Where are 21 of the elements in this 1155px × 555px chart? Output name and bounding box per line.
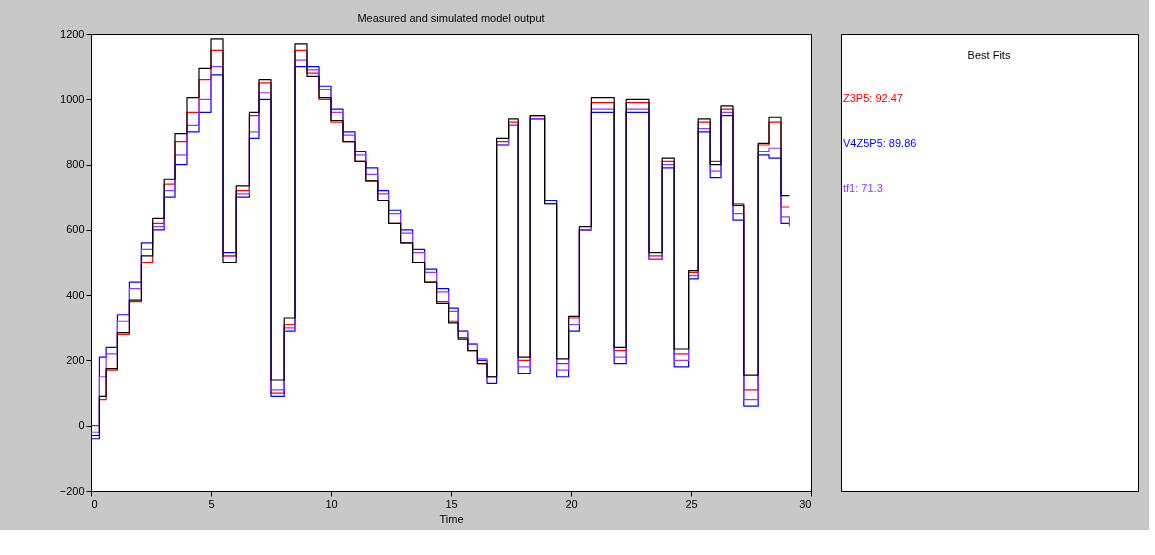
legend-title: Best Fits (967, 49, 1011, 61)
y-tick-label: 1000 (60, 92, 85, 105)
y-tick-label: 0 (78, 419, 85, 432)
x-tick-label: 15 (445, 497, 458, 510)
y-tick-label: 200 (66, 353, 85, 366)
chart-title: Measured and simulated model output (357, 12, 545, 24)
y-tick-label: 800 (66, 158, 85, 171)
x-axis-title: Time (439, 512, 464, 525)
text: tf1: 71.3 (843, 182, 883, 194)
x-tick-label: 25 (685, 497, 698, 510)
y-tick-label: 1200 (60, 27, 85, 40)
x-tick-label: 5 (208, 497, 215, 510)
x-tick-label: 10 (325, 497, 338, 510)
text: V4Z5P5: 89.86 (843, 137, 917, 149)
y-tick-label: 400 (66, 288, 85, 301)
x-tick-label: 30 (799, 497, 812, 510)
x-tick-label: 20 (565, 497, 578, 510)
y-tick-label: −200 (59, 484, 85, 497)
y-tick-label: 600 (66, 223, 85, 236)
x-tick-label: 0 (91, 497, 98, 510)
text: Z3P5: 92.47 (843, 92, 903, 104)
